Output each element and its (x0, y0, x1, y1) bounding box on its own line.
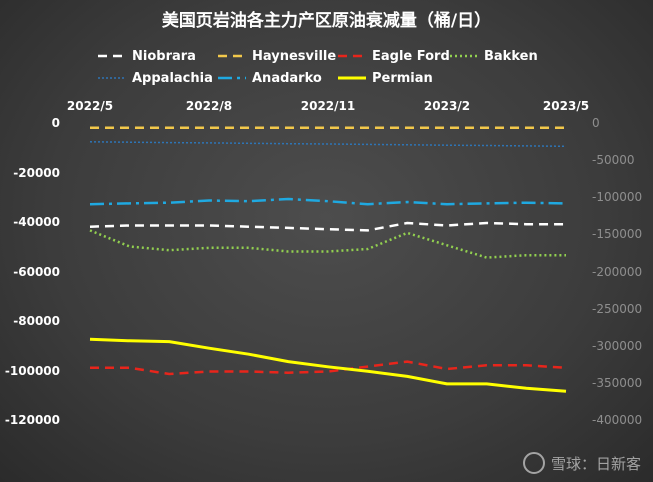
y-left-tick-label: -100000 (4, 363, 60, 378)
legend-item-permian: Permian (338, 69, 433, 87)
legend-label: Niobrara (132, 48, 196, 64)
snowball-logo-icon (522, 452, 545, 474)
legend-item-bakken: Bakken (450, 47, 538, 65)
legend-item-eagle-ford: Eagle Ford (338, 47, 450, 65)
series-line-anadarko (89, 197, 567, 206)
y-right-tick-label: -50000 (592, 153, 635, 168)
series-line-bakken (89, 229, 566, 259)
legend-label: Bakken (484, 48, 538, 64)
y-right-tick-label: -350000 (592, 375, 643, 390)
legend-swatch-permian (338, 76, 366, 80)
y-left-tick-label: -80000 (13, 314, 60, 328)
legend-swatch-haynesville (218, 54, 246, 58)
x-tick-label: 2023/5 (542, 99, 590, 113)
legend-item-anadarko: Anadarko (218, 69, 322, 87)
series-line-appalachia (89, 141, 567, 148)
legend-label: Permian (372, 70, 433, 86)
legend-label: Haynesville (252, 48, 337, 64)
y-right-tick-label: -250000 (592, 301, 643, 316)
y-right-tick-label: -300000 (592, 338, 643, 353)
x-tick-label: 2022/8 (185, 99, 233, 113)
legend-item-haynesville: Haynesville (218, 47, 336, 65)
x-tick-label: 2022/11 (300, 99, 356, 113)
watermark-text: 雪球：日新客 (550, 454, 641, 473)
y-left-tick-label: -40000 (13, 215, 60, 229)
x-tick-label: 2023/2 (423, 99, 471, 113)
y-right-tick-label: -200000 (592, 264, 643, 279)
legend-item-appalachia: Appalachia (98, 69, 213, 87)
y-right-tick-label: -150000 (592, 227, 643, 242)
legend-label: Eagle Ford (372, 48, 450, 64)
legend-item-niobrara: Niobrara (98, 47, 196, 65)
series-line-permian (89, 337, 567, 393)
y-right-tick-label: 0 (592, 116, 600, 130)
chart-title: 美国页岩油各主力产区原油衰减量（桶/日） (161, 11, 492, 31)
y-right-tick-label: -100000 (592, 190, 643, 205)
y-left-tick-label: 0 (51, 116, 60, 130)
x-tick-label: 2022/5 (66, 99, 114, 113)
legend-swatch-anadarko (218, 76, 246, 80)
series-line-niobrara (89, 221, 566, 232)
legend-label: Anadarko (252, 70, 322, 86)
legend-label: Appalachia (132, 70, 213, 86)
y-left-tick-label: -120000 (4, 413, 60, 427)
legend-swatch-niobrara (98, 54, 126, 58)
watermark: 雪球：日新客 (522, 452, 641, 474)
series-line-eagle-ford (90, 360, 567, 376)
y-left-tick-label: -60000 (13, 264, 60, 279)
legend-swatch-eagle-ford (338, 54, 366, 58)
y-left-tick-label: -20000 (13, 165, 60, 180)
y-right-tick-label: -400000 (592, 413, 643, 427)
legend-swatch-appalachia (98, 77, 126, 79)
